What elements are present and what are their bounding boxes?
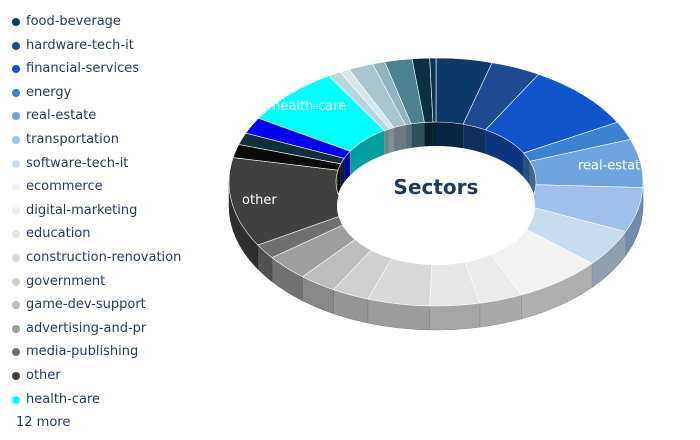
legend-marker <box>12 324 20 333</box>
slice-label: health-care <box>272 99 346 114</box>
legend-item[interactable]: government <box>8 274 208 290</box>
slice-inner-wall <box>432 122 436 147</box>
legend-label: government <box>26 273 106 289</box>
slice-inner-wall <box>485 129 524 178</box>
slice-inner-wall <box>337 163 341 195</box>
slice-side <box>429 302 481 331</box>
legend-marker <box>12 395 20 404</box>
chart-title: Sectors <box>394 175 479 199</box>
legend-item[interactable]: education <box>8 226 208 242</box>
legend-marker <box>12 135 20 144</box>
slice-label: real-estate <box>578 159 648 174</box>
slice-inner-wall <box>350 130 385 176</box>
legend-marker <box>12 230 20 239</box>
slice-inner-wall <box>436 122 464 149</box>
legend-item[interactable]: health-care <box>8 392 208 408</box>
slice-inner-wall <box>405 123 412 149</box>
donut-hole-floor <box>337 147 535 265</box>
legend-item[interactable]: media-publishing <box>8 344 208 360</box>
legend-marker <box>12 183 20 192</box>
legend-item[interactable]: other <box>8 368 208 384</box>
legend-label: real-estate <box>26 108 97 124</box>
slice-inner-wall <box>394 124 406 152</box>
legend-item[interactable]: construction-renovation <box>8 250 208 266</box>
legend-label: digital-marketing <box>26 202 138 218</box>
legend-label: game-dev-support <box>26 297 146 313</box>
legend-item[interactable]: software-tech-it <box>8 156 208 172</box>
legend-label: hardware-tech-it <box>26 37 134 53</box>
legend-label: food-beverage <box>26 14 121 29</box>
legend-marker <box>12 159 20 168</box>
legend-item[interactable]: transportation <box>8 132 208 148</box>
legend-label: transportation <box>26 131 119 147</box>
legend-marker <box>12 65 20 74</box>
legend-label: construction-renovation <box>26 249 182 265</box>
legend-item[interactable]: advertising-and-pr <box>8 321 208 337</box>
legend-marker <box>12 348 20 357</box>
legend-marker <box>12 206 20 215</box>
legend-label: ecommerce <box>26 179 103 195</box>
legend-item[interactable]: digital-marketing <box>8 203 208 219</box>
legend-marker <box>12 88 20 97</box>
legend-item[interactable]: financial-services <box>8 61 208 77</box>
legend-label: other <box>26 367 61 383</box>
legend-label: energy <box>26 84 72 100</box>
legend-item[interactable]: energy <box>8 85 208 101</box>
slice-inner-wall <box>389 127 395 153</box>
legend-marker <box>12 253 20 262</box>
legend-label: health-care <box>26 391 101 407</box>
legend-label: software-tech-it <box>26 155 129 171</box>
slice-inner-wall <box>424 122 433 147</box>
legend-item[interactable]: real-estate <box>8 108 208 124</box>
legend-more-link[interactable]: 12 more <box>16 415 71 431</box>
slice-inner-wall <box>344 151 351 183</box>
legend-label: education <box>26 226 91 242</box>
legend-item[interactable]: food-beverage <box>8 14 208 30</box>
slice-inner-wall <box>340 158 345 188</box>
legend-label: advertising-and-pr <box>26 320 147 336</box>
slice-inner-wall <box>463 124 486 154</box>
legend-label: media-publishing <box>26 344 139 360</box>
legend-marker <box>12 18 20 26</box>
slice-inner-wall <box>523 153 530 186</box>
legend-item[interactable]: game-dev-support <box>8 297 208 313</box>
slice-label: other <box>242 193 277 208</box>
chart-legend: food-beverage hardware-tech-it financial-s… <box>8 14 208 431</box>
slice-inner-wall <box>384 128 390 155</box>
legend-item[interactable]: hardware-tech-it <box>8 38 208 54</box>
legend-marker <box>12 371 20 380</box>
legend-marker <box>12 41 20 50</box>
legend-marker <box>12 112 20 121</box>
slice-inner-wall <box>411 122 425 148</box>
legend-item[interactable]: ecommerce <box>8 179 208 195</box>
slice-segment <box>429 57 437 123</box>
legend-label: financial-services <box>26 61 140 77</box>
legend-marker <box>12 301 20 310</box>
legend-marker <box>12 277 20 286</box>
